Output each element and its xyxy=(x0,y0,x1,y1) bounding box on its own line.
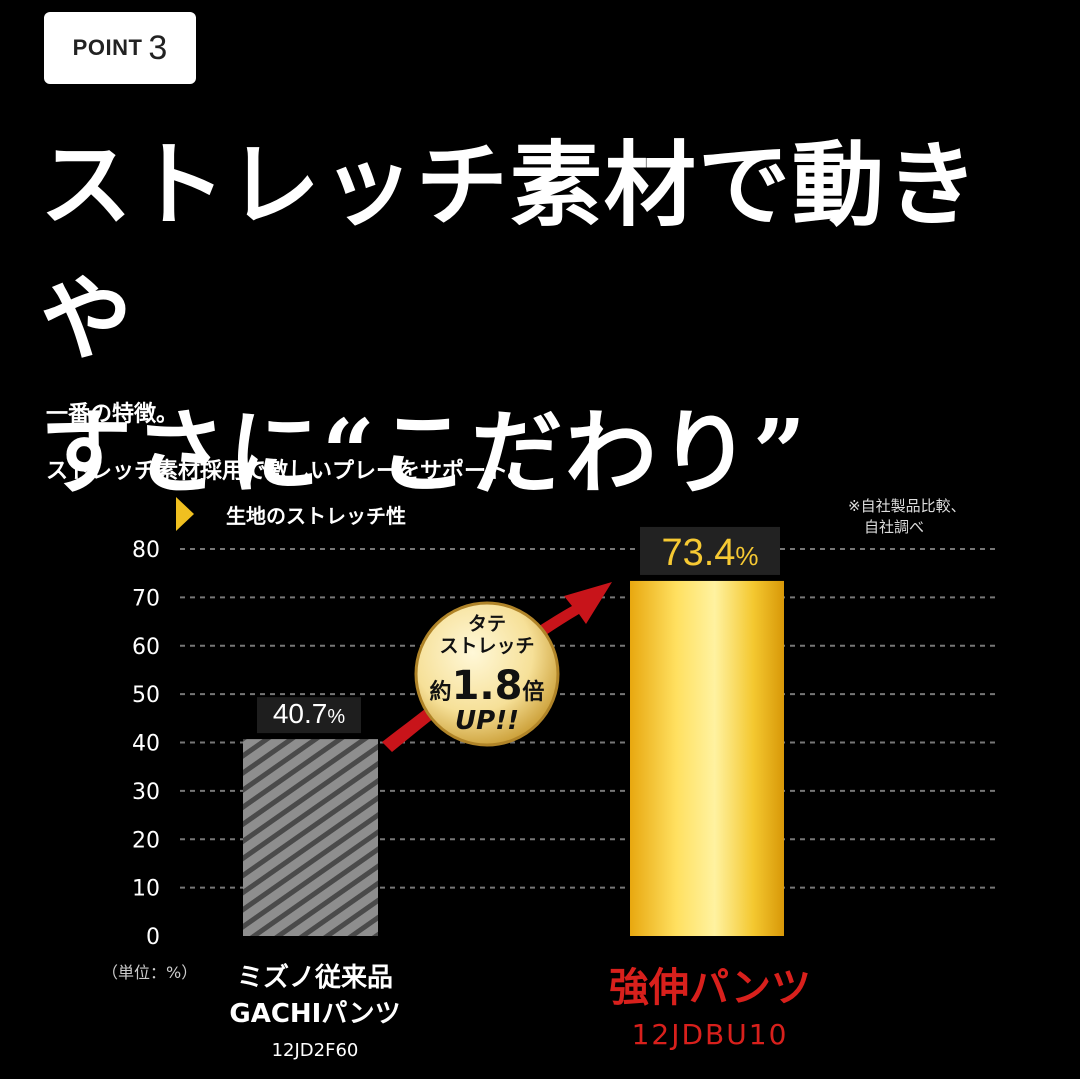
data-label-bg xyxy=(640,526,780,575)
callout-line2: ストレッチ xyxy=(439,635,534,657)
callout-multiplier-row: 約1.8倍 xyxy=(430,663,545,709)
headline-line2: すさに“こだわり” xyxy=(40,399,808,507)
y-tick-label: 70 xyxy=(132,586,160,611)
bars: 40.7% 73.4% xyxy=(243,526,784,936)
lead-line2: ストレッチ素材採用で激しいプレーをサポート。 xyxy=(46,459,530,484)
note-line1: ※自社製品比較、 xyxy=(848,497,966,515)
category-1-code: 12JD2F60 xyxy=(271,1040,359,1061)
lead-line1: 一番の特徴。 xyxy=(46,402,179,427)
category-1-name-line1: ミズノ従来品 xyxy=(236,963,393,993)
data-label: 73.4% xyxy=(661,532,758,574)
callout-badge: タテ ストレッチ 約1.8倍 UP!! xyxy=(414,601,560,747)
y-tick-label: 40 xyxy=(132,732,160,757)
y-tick-label: 30 xyxy=(132,780,160,805)
point-badge-number: 3 xyxy=(148,28,168,67)
callout-suffix: 倍 xyxy=(522,679,544,705)
category-2-name: 強伸パンツ xyxy=(609,965,811,1011)
y-tick-label: 10 xyxy=(132,877,160,902)
data-label: 40.7% xyxy=(273,698,346,729)
y-tick-label: 80 xyxy=(132,538,160,563)
data-label-bg xyxy=(257,697,361,734)
bar-conventional xyxy=(243,739,378,936)
point-badge-word: POINT xyxy=(72,35,143,60)
y-tick-label: 20 xyxy=(132,828,160,853)
point-badge: POINT 3 xyxy=(44,12,196,84)
category-label-conventional: ミズノ従来品 GACHIパンツ 12JD2F60 xyxy=(195,960,435,1066)
y-axis-title: 生地のストレッチ性 xyxy=(226,503,406,528)
category-label-stretch-pants: 強伸パンツ 12JDBU10 xyxy=(560,960,860,1054)
note-line2: 自社調べ xyxy=(864,518,925,536)
headline: ストレッチ素材で動きや すさに“こだわり” xyxy=(40,118,1070,520)
callout-line1: タテ xyxy=(468,613,506,635)
y-tick-labels: 0 10 20 30 40 50 60 70 80 xyxy=(132,538,160,950)
callout-prefix: 約 xyxy=(430,679,452,705)
bar-stretch-pants xyxy=(630,580,784,936)
category-2-code: 12JDBU10 xyxy=(631,1018,789,1051)
callout-multiplier: 1.8 xyxy=(452,663,523,709)
unit-label: （単位：%） xyxy=(102,963,198,982)
category-1-name-line2: GACHIパンツ xyxy=(229,999,401,1029)
y-tick-label: 50 xyxy=(132,683,160,708)
callout-up: UP!! xyxy=(455,706,519,736)
triangle-marker-icon xyxy=(176,497,194,531)
headline-line1: ストレッチ素材で動きや xyxy=(40,131,981,373)
y-axis-title-row: 生地のストレッチ性 xyxy=(176,497,406,531)
y-tick-label: 0 xyxy=(146,925,160,950)
y-tick-label: 60 xyxy=(132,635,160,660)
comparison-note: ※自社製品比較、 自社調べ xyxy=(848,496,966,538)
